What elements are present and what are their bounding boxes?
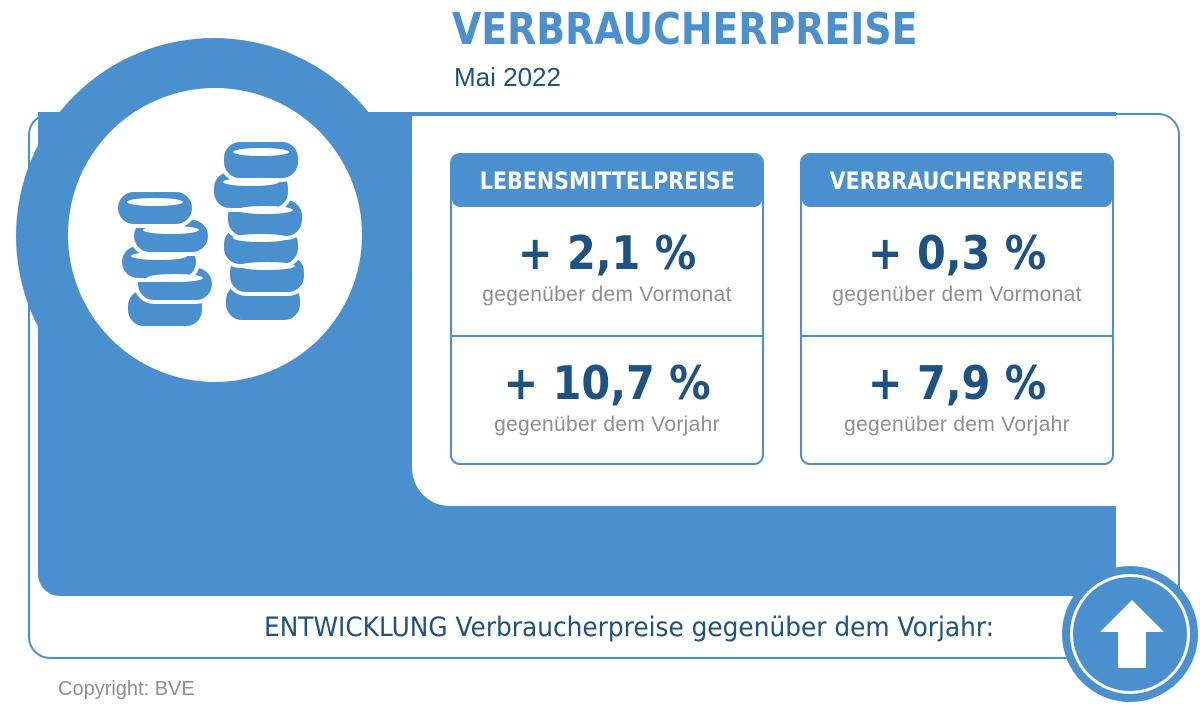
monthly-change-value: + 0,3 % bbox=[867, 226, 1047, 280]
monthly-change: + 0,3 % gegenüber dem Vormonat bbox=[802, 207, 1112, 335]
page-title: VERBRAUCHERPREISE bbox=[452, 4, 918, 55]
icon-circle-inner bbox=[68, 88, 362, 382]
yearly-change-value: + 10,7 % bbox=[503, 356, 711, 410]
copyright: Copyright: BVE bbox=[58, 678, 195, 700]
food-prices-card: LEBENSMITTELPREISE + 2,1 % gegenüber dem… bbox=[450, 153, 764, 465]
card-heading: LEBENSMITTELPREISE bbox=[452, 155, 762, 207]
yearly-change-label: gegenüber dem Vorjahr bbox=[844, 413, 1070, 436]
monthly-change: + 2,1 % gegenüber dem Vormonat bbox=[452, 207, 762, 335]
monthly-change-label: gegenüber dem Vormonat bbox=[482, 283, 732, 306]
yearly-change-value: + 7,9 % bbox=[867, 356, 1047, 410]
monthly-change-label: gegenüber dem Vormonat bbox=[832, 283, 1082, 306]
monthly-change-value: + 2,1 % bbox=[517, 226, 697, 280]
page-subtitle: Mai 2022 bbox=[454, 62, 561, 92]
coins-icon bbox=[114, 138, 308, 330]
arrow-up-icon bbox=[1100, 600, 1164, 668]
card-heading: VERBRAUCHERPREISE bbox=[802, 155, 1112, 207]
yearly-change: + 7,9 % gegenüber dem Vorjahr bbox=[802, 335, 1112, 463]
consumer-prices-card: VERBRAUCHERPREISE + 0,3 % gegenüber dem … bbox=[800, 153, 1114, 465]
yearly-change: + 10,7 % gegenüber dem Vorjahr bbox=[452, 335, 762, 463]
trend-label: ENTWICKLUNG Verbraucherpreise gegenüber … bbox=[264, 612, 994, 643]
trend-indicator-ring bbox=[1070, 574, 1190, 694]
yearly-change-label: gegenüber dem Vorjahr bbox=[494, 413, 720, 436]
